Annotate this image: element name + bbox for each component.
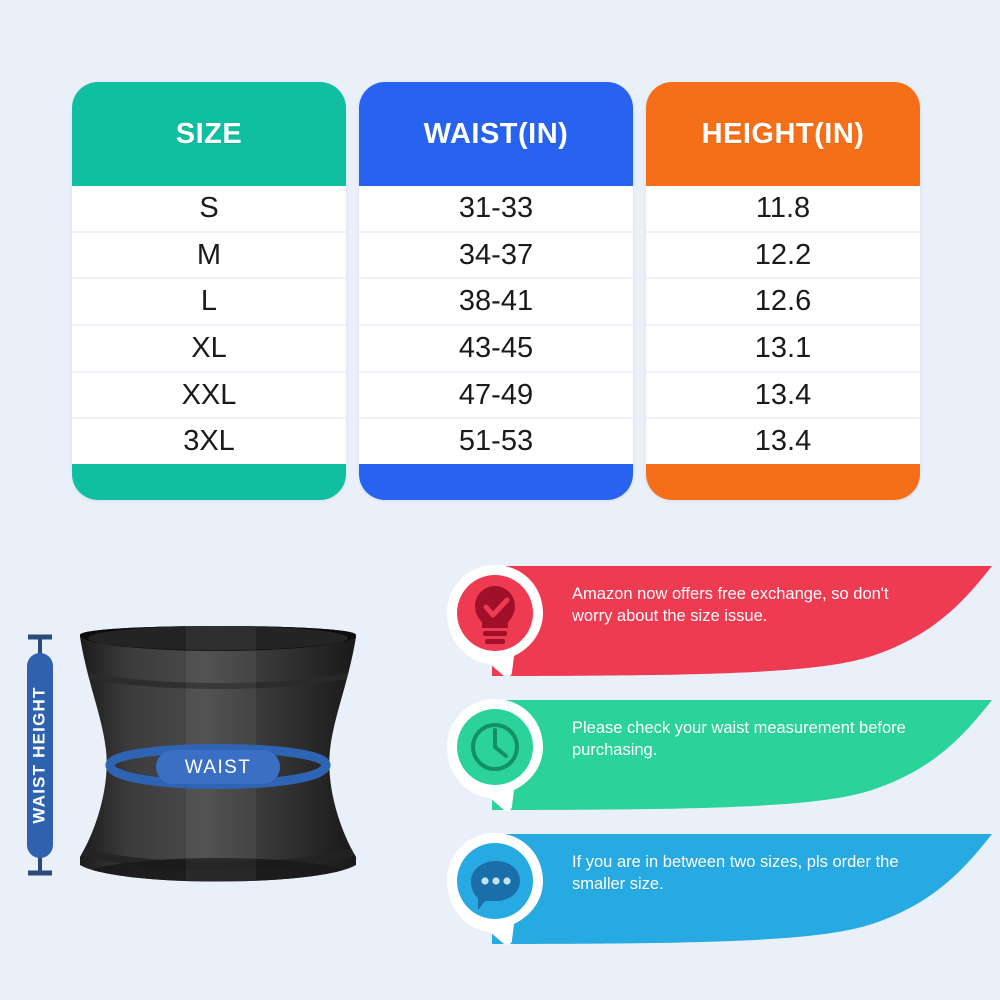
callout-item: Amazon now offers free exchange, so don'… — [432, 558, 992, 683]
ribbon-shape — [492, 834, 992, 944]
callout-ribbon — [492, 566, 992, 676]
column-body-waist: 31-33 34-37 38-41 43-45 47-49 51-53 — [359, 186, 633, 465]
column-body-height: 11.8 12.2 12.6 13.1 13.4 13.4 — [646, 186, 920, 465]
waist-height-measure: WAIST HEIGHT — [27, 634, 53, 876]
size-chart-table: SIZE S M L XL XXL 3XL WAIST(IN) 31-33 34… — [72, 82, 920, 500]
table-cell: 11.8 — [646, 186, 920, 233]
table-cell: 12.6 — [646, 279, 920, 327]
callout-list: Amazon now offers free exchange, so don'… — [432, 558, 992, 973]
table-cell: 47-49 — [359, 372, 633, 420]
table-cell: XXL — [72, 372, 346, 420]
clock-icon-glyph — [447, 699, 543, 811]
waist-ring — [105, 744, 331, 789]
lightbulb-check-icon — [440, 560, 550, 680]
column-body-size: S M L XL XXL 3XL — [72, 186, 346, 465]
chat-bubble-icon — [440, 828, 550, 948]
clock-icon — [440, 694, 550, 814]
waist-trainer-illustration: WAIST HEIGHT WAIST — [27, 626, 356, 882]
table-cell: XL — [72, 326, 346, 373]
table-cell: 13.4 — [646, 419, 920, 465]
table-cell: 13.1 — [646, 326, 920, 373]
column-header-height: HEIGHT(IN) — [646, 82, 920, 186]
table-cell: 3XL — [72, 419, 346, 465]
column-header-size-label: SIZE — [175, 117, 243, 150]
clock-hands-glyph — [493, 728, 508, 758]
waist-label-pill: WAIST — [156, 750, 280, 784]
table-cell: 13.4 — [646, 372, 920, 420]
column-header-size: SIZE — [72, 82, 346, 186]
column-footer-size — [72, 464, 346, 500]
callout-ribbon — [492, 700, 992, 810]
table-cell: 34-37 — [359, 232, 633, 280]
table-cell: 31-33 — [359, 186, 633, 233]
table-cell: 43-45 — [359, 326, 633, 373]
column-header-waist-label: WAIST(IN) — [423, 117, 569, 150]
column-header-height-label: HEIGHT(IN) — [701, 117, 865, 150]
callout-text: Amazon now offers free exchange, so don'… — [572, 585, 889, 625]
chat-bubble-icon-glyph — [447, 833, 543, 945]
table-cell: 12.2 — [646, 232, 920, 280]
size-column-height: HEIGHT(IN) 11.8 12.2 12.6 13.1 13.4 13.4 — [646, 82, 920, 500]
product-measurement-figure: WAIST HEIGHT WAIST — [18, 575, 418, 975]
ribbon-shape — [492, 700, 992, 810]
callout-item: Please check your waist measurement befo… — [432, 692, 992, 817]
column-header-waist: WAIST(IN) — [359, 82, 633, 186]
size-column-waist: WAIST(IN) 31-33 34-37 38-41 43-45 47-49 … — [359, 82, 633, 500]
ribbon-shape — [492, 566, 992, 676]
table-cell: M — [72, 232, 346, 280]
check-glyph — [483, 597, 510, 618]
callout-text: Please check your waist measurement befo… — [572, 719, 906, 759]
table-cell: S — [72, 186, 346, 233]
callout-text: If you are in between two sizes, pls ord… — [572, 853, 899, 893]
callout-ribbon — [492, 834, 992, 944]
size-column-size: SIZE S M L XL XXL 3XL — [72, 82, 346, 500]
table-cell: L — [72, 279, 346, 327]
lightbulb-glyph — [475, 586, 515, 644]
column-footer-height — [646, 464, 920, 500]
column-footer-waist — [359, 464, 633, 500]
lightbulb-check-icon-glyph — [447, 565, 543, 677]
callout-item: If you are in between two sizes, pls ord… — [432, 826, 992, 951]
table-cell: 51-53 — [359, 419, 633, 465]
waist-height-label: WAIST HEIGHT — [29, 686, 48, 823]
waist-label: WAIST — [185, 757, 251, 778]
bubble-glyph — [471, 861, 520, 910]
table-cell: 38-41 — [359, 279, 633, 327]
